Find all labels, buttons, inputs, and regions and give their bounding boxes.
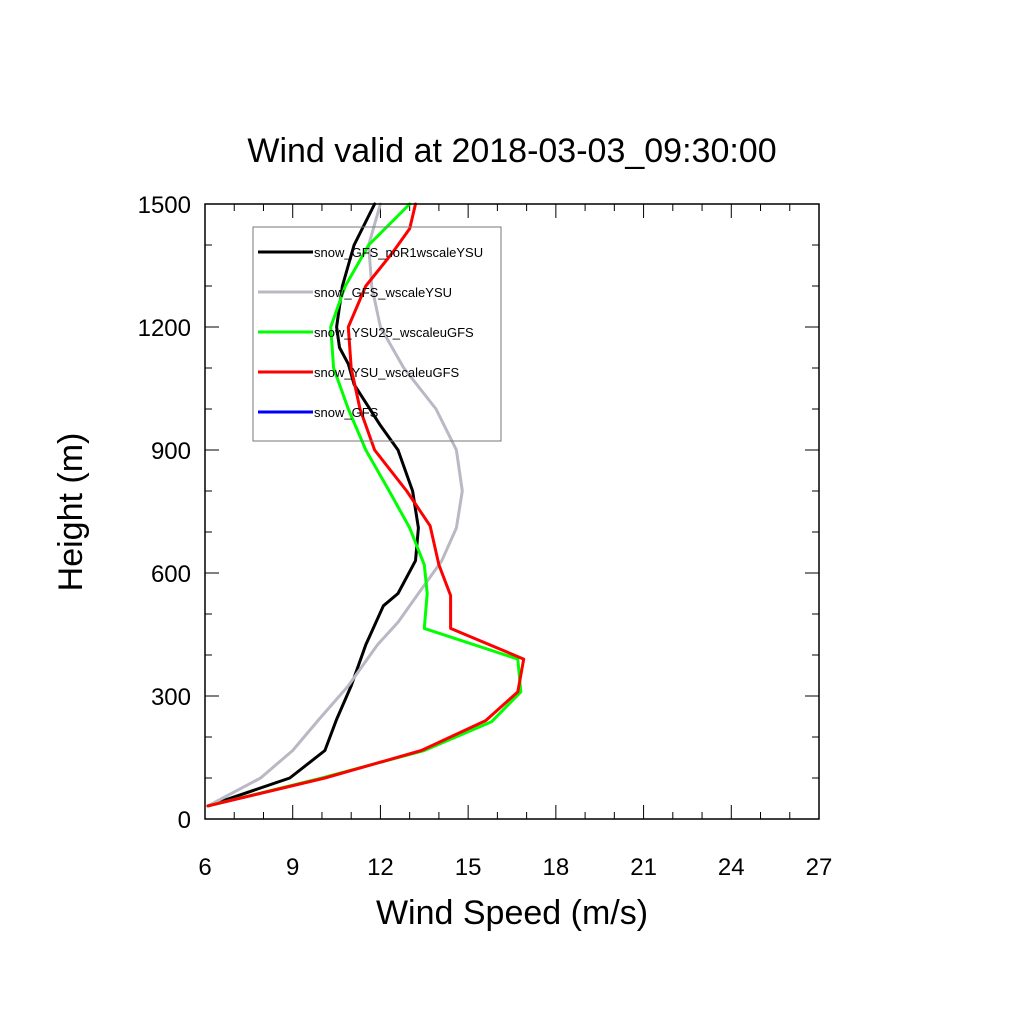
x-tick-label: 21: [630, 854, 657, 881]
x-tick-labels: 6 9 12 15 18 21 24 27: [198, 854, 832, 881]
x-tick-label: 27: [806, 854, 833, 881]
legend-label: snow_GFS_noR1wscaleYSU: [314, 245, 483, 260]
x-tick-label: 9: [286, 854, 299, 881]
y-tick-labels: 0 300 600 900 1200 1500: [138, 192, 191, 834]
legend-box: [252, 226, 502, 442]
y-tick-label: 1500: [138, 192, 191, 219]
legend: snow_GFS_noR1wscaleYSU snow_GFS_wscaleYSU…: [252, 226, 502, 442]
x-tick-label: 12: [367, 854, 394, 881]
y-tick-label: 1200: [138, 315, 191, 342]
y-axis-label: Height (m): [52, 433, 90, 592]
x-tick-label: 18: [543, 854, 570, 881]
series-line-snow_YSU25_wscaleuGFS: [206, 202, 523, 808]
y-tick-label: 300: [151, 684, 191, 711]
series-line-snow_GFS_noR1wscaleYSU: [206, 202, 420, 808]
y-tick-label: 0: [178, 807, 191, 834]
legend-label: snow_GFS_wscaleYSU: [314, 285, 452, 300]
series-line-snow_YSU_wscaleuGFS: [206, 202, 526, 808]
x-tick-label: 15: [455, 854, 482, 881]
axis-ticks: [204, 203, 820, 820]
plot-frame: [204, 203, 820, 820]
series-line-snow_GFS_wscaleYSU: [206, 202, 464, 808]
y-tick-label: 900: [151, 438, 191, 465]
legend-label: snow_YSU25_wscaleuGFS: [314, 325, 474, 340]
legend-label: snow_YSU_wscaleuGFS: [314, 365, 460, 380]
x-tick-label: 6: [198, 854, 211, 881]
legend-label: snow_GFS: [314, 405, 379, 420]
y-tick-label: 600: [151, 561, 191, 588]
series-lines: [206, 202, 526, 808]
x-tick-label: 24: [718, 854, 745, 881]
chart-title: Wind valid at 2018-03-03_09:30:00: [247, 132, 776, 170]
x-axis-label: Wind Speed (m/s): [376, 894, 648, 932]
